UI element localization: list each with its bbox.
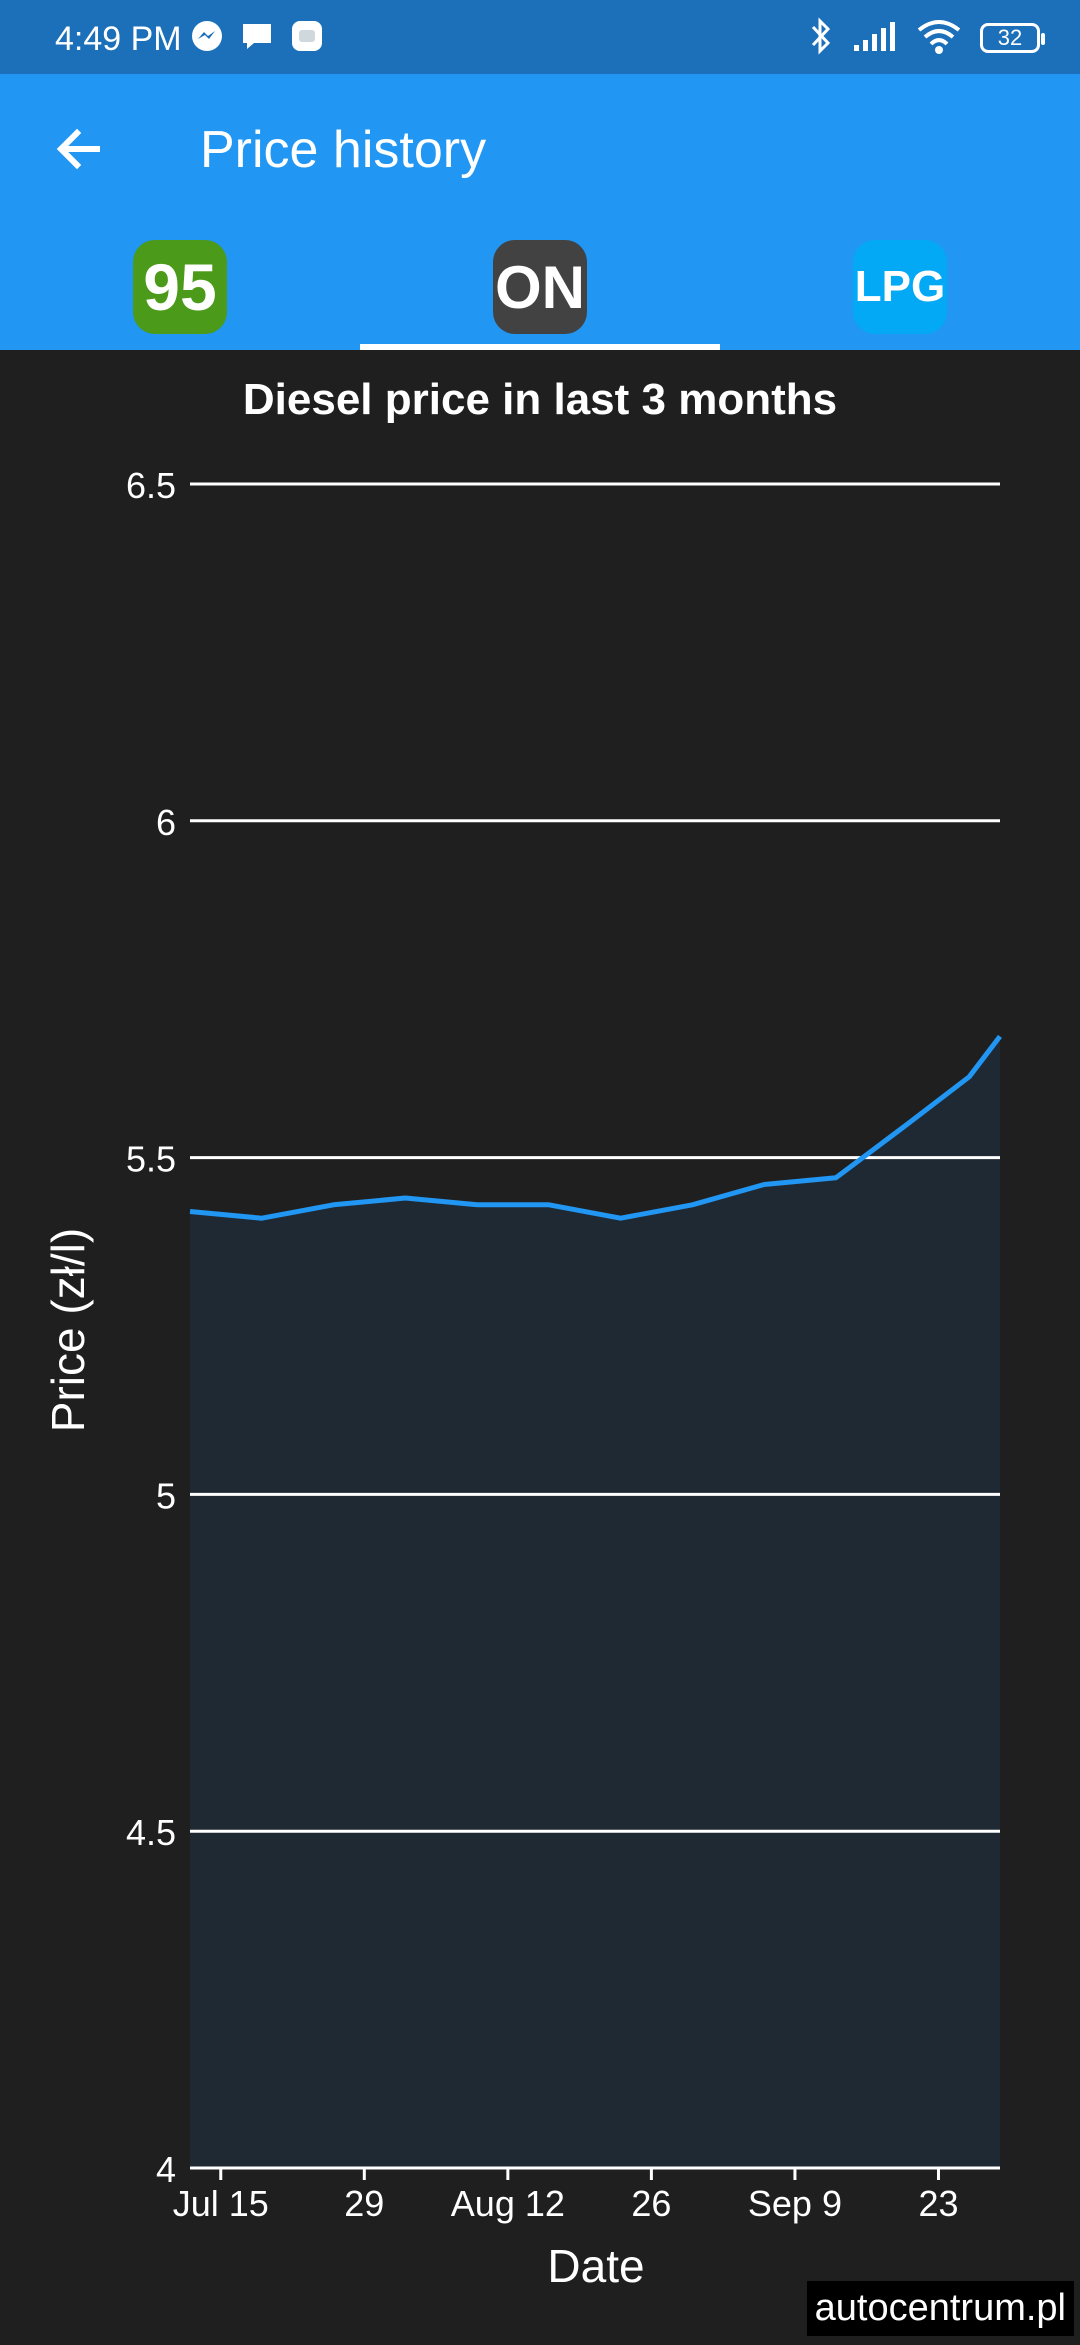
tab-95[interactable]: 95 <box>0 224 360 350</box>
bluetooth-icon <box>808 17 834 60</box>
x-tick-label: 23 <box>918 2183 958 2224</box>
x-tick-label: 29 <box>344 2183 384 2224</box>
arrow-left-icon <box>53 123 105 180</box>
tab-on-label: ON <box>495 253 585 322</box>
y-tick-label: 6.5 <box>126 465 176 506</box>
wifi-icon <box>916 18 962 59</box>
back-button[interactable] <box>40 112 118 190</box>
y-tick-label: 6 <box>156 802 176 843</box>
y-axis-ticks: 44.555.566.5 <box>126 465 176 2190</box>
app-icon <box>290 19 324 58</box>
tab-lpg[interactable]: LPG <box>720 224 1080 350</box>
system-icons: 32 <box>808 16 1040 60</box>
fuel-tabs: 95 ON LPG <box>0 224 1080 350</box>
x-tick-label: Jul 15 <box>173 2183 269 2224</box>
fuel-on-badge: ON <box>493 240 587 334</box>
chart-area <box>190 1036 1000 2168</box>
messenger-icon <box>190 19 224 58</box>
x-axis-label: Date <box>547 2240 644 2292</box>
x-tick-label: Aug 12 <box>451 2183 565 2224</box>
chat-icon <box>240 19 274 58</box>
tab-95-label: 95 <box>143 249 216 325</box>
price-area-fill <box>190 1036 1000 2168</box>
y-tick-label: 4.5 <box>126 1812 176 1853</box>
status-bar: 4:49 PM <box>0 0 1080 74</box>
page-title: Price history <box>200 120 486 180</box>
x-tick-label: 26 <box>631 2183 671 2224</box>
y-tick-label: 5.5 <box>126 1139 176 1180</box>
tab-lpg-label: LPG <box>855 262 945 312</box>
battery-icon: 32 <box>980 23 1040 53</box>
signal-icon <box>852 19 898 58</box>
chart-title: Diesel price in last 3 months <box>243 375 837 424</box>
x-tick-label: Sep 9 <box>748 2183 842 2224</box>
y-axis-label: Price (zł/l) <box>42 1228 94 1432</box>
y-tick-label: 5 <box>156 1475 176 1516</box>
app-bar: Price history 95 ON LPG <box>0 74 1080 350</box>
fuel-lpg-badge: LPG <box>853 240 947 334</box>
tab-on[interactable]: ON <box>360 224 720 350</box>
notification-icons <box>190 18 324 58</box>
status-time: 4:49 PM <box>55 20 182 59</box>
watermark: autocentrum.pl <box>807 2281 1074 2336</box>
fuel-95-badge: 95 <box>133 240 227 334</box>
price-chart[interactable]: Diesel price in last 3 months 44.555.566… <box>0 350 1080 2340</box>
x-axis-ticks: Jul 15 29 Aug 12 26 Sep 9 23 <box>173 2168 959 2224</box>
